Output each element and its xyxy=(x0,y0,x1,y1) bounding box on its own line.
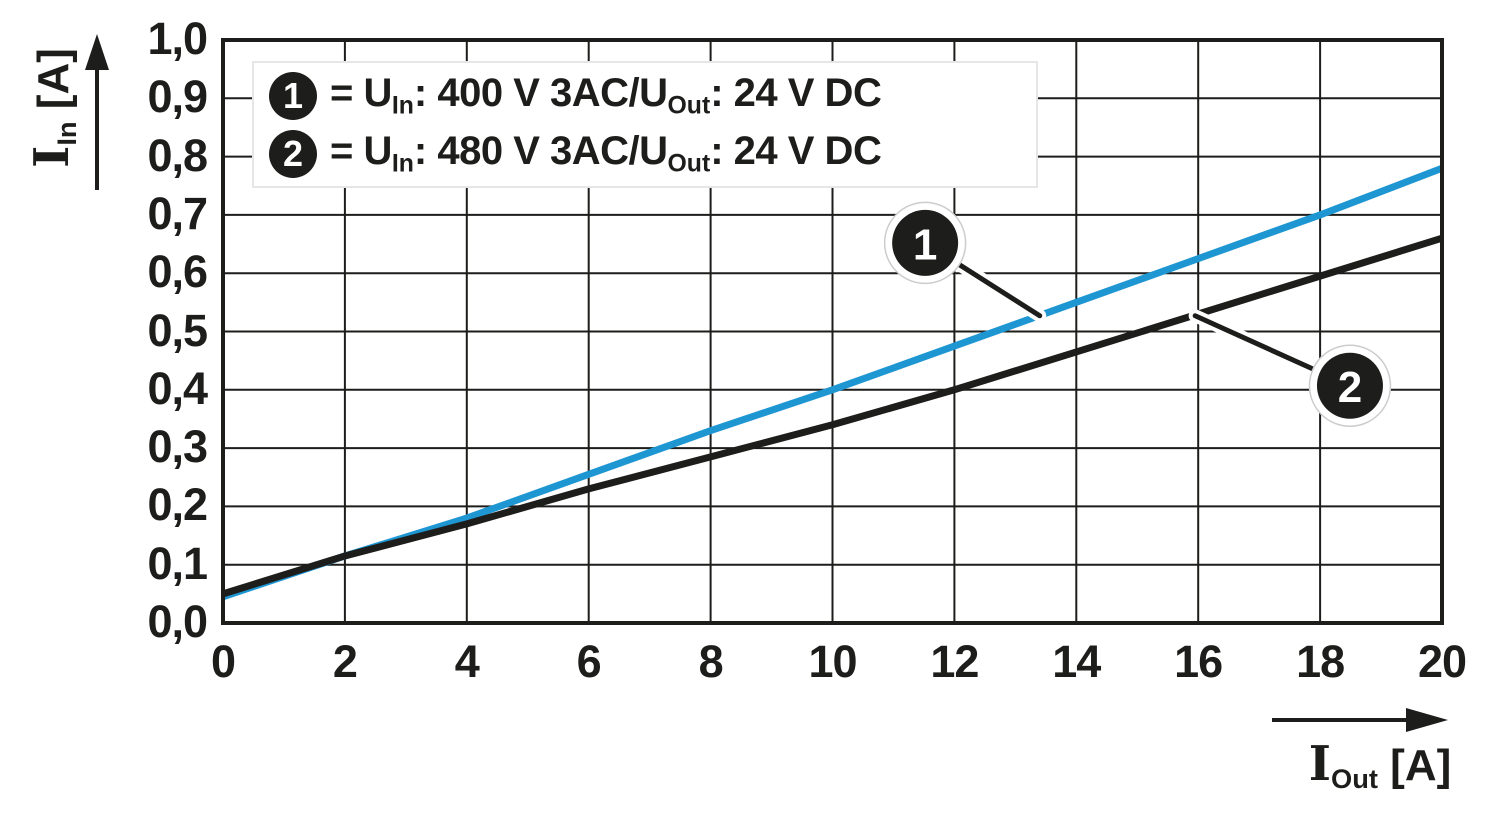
y-tick-label: 0,0 xyxy=(147,595,208,647)
label-text: : 400 V 3AC/U xyxy=(413,70,668,115)
callout-leader-line xyxy=(1192,313,1317,372)
label-text: : 24 V DC xyxy=(710,128,882,173)
callout-circle xyxy=(892,209,959,276)
x-tick-label: 18 xyxy=(1296,636,1345,687)
y-tick-label: 0,1 xyxy=(147,537,208,589)
subscript-text: In xyxy=(391,92,414,120)
callout-number: 1 xyxy=(913,220,937,269)
axis-arrows xyxy=(85,34,1448,732)
legend-row-2: 2 = UIn: 480 V 3AC/UOut: 24 V DC xyxy=(269,128,1036,180)
legend-bullet-2: 2 xyxy=(269,129,317,178)
legend-row-1: 1 = UIn: 400 V 3AC/UOut: 24 V DC xyxy=(269,70,1036,122)
callout-1: 1 xyxy=(883,201,1047,323)
y-axis-arrow-head xyxy=(85,34,109,70)
label-text: = U xyxy=(330,128,392,173)
y-tick-label: 0,7 xyxy=(147,187,208,239)
callout-2: 2 xyxy=(1188,309,1392,427)
label-text: [A] xyxy=(1377,741,1452,790)
x-tick-label: 14 xyxy=(1052,636,1101,687)
x-axis-title: IOut [A] xyxy=(1309,736,1452,795)
legend: 1 = UIn: 400 V 3AC/UOut: 24 V DC 2 = UIn: 4… xyxy=(252,61,1038,188)
legend-label-2: = UIn: 480 V 3AC/UOut: 24 V DC xyxy=(330,128,882,178)
series-2-line xyxy=(221,234,1444,598)
y-tick-label: 1,0 xyxy=(147,12,208,64)
plot-border xyxy=(221,38,1444,625)
subscript-text: In xyxy=(391,150,414,178)
callout-circle xyxy=(1316,352,1383,419)
x-tick-label: 6 xyxy=(576,636,602,687)
subscript-text: Out xyxy=(667,92,711,120)
y-tick-label: 0,8 xyxy=(147,129,208,181)
y-tick-label: 0,2 xyxy=(147,479,208,531)
subscript-text: Out xyxy=(1330,763,1378,795)
x-tick-label: 2 xyxy=(332,636,358,687)
label-text: : 24 V DC xyxy=(710,70,882,115)
y-tick-label: 0,6 xyxy=(147,246,208,298)
series-1-line xyxy=(221,164,1444,601)
callout-number: 2 xyxy=(1338,363,1362,412)
x-tick-label: 20 xyxy=(1417,636,1467,687)
subscript-text: Out xyxy=(667,150,711,178)
x-tick-label: 4 xyxy=(454,636,480,687)
legend-bullet-1: 1 xyxy=(269,71,317,120)
x-axis-arrow-head xyxy=(1406,708,1448,732)
x-tick-label: 12 xyxy=(930,636,979,687)
x-tick-label: 16 xyxy=(1174,636,1223,687)
y-tick-label: 0,3 xyxy=(147,421,208,473)
y-tick-label: 0,9 xyxy=(147,71,208,123)
x-tick-label: 10 xyxy=(808,636,857,687)
y-tick-label: 0,4 xyxy=(147,362,208,414)
y-tick-label: 0,5 xyxy=(147,304,208,356)
label-text: I xyxy=(1308,736,1331,792)
x-tick-label: 0 xyxy=(210,636,236,687)
callout-leader-line xyxy=(956,261,1043,319)
x-tick-label: 8 xyxy=(698,636,724,687)
label-text: : 480 V 3AC/U xyxy=(413,128,668,173)
legend-label-1: = UIn: 400 V 3AC/UOut: 24 V DC xyxy=(330,70,882,120)
label-text: = U xyxy=(330,70,392,115)
